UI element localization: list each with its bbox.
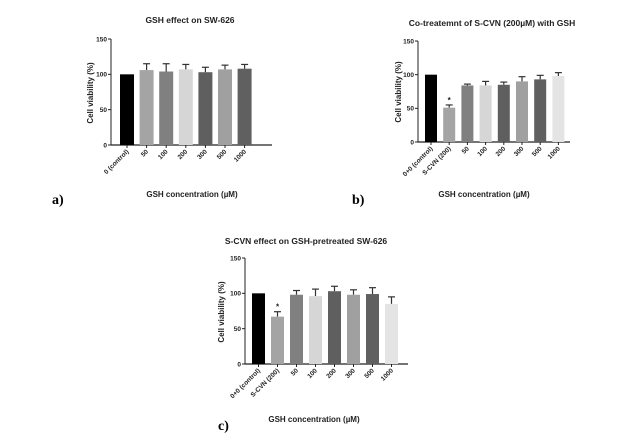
- chart-a-bar: [198, 72, 213, 145]
- chart-b: Co-treatemnt of S-CVN (200µM) with GSH C…: [352, 18, 575, 208]
- chart-a-category-label: 0 (control): [103, 148, 130, 175]
- chart-a-title: GSH effect on SW-626: [145, 15, 234, 25]
- chart-c-category-label: 100: [306, 367, 319, 380]
- chart-b-bar: [425, 74, 437, 142]
- chart-b-bar: [497, 84, 510, 142]
- chart-a-category-label: 300: [196, 148, 209, 161]
- chart-a-bar: [237, 68, 252, 145]
- chart-a-category-label: 50: [140, 148, 150, 158]
- chart-a-category-label: 200: [177, 148, 190, 161]
- chart-b-category-label: 300: [513, 145, 526, 158]
- chart-b-ytick-label: 150: [403, 38, 414, 45]
- chart-c-title: S-CVN effect on GSH-pretreated SW-626: [225, 236, 388, 246]
- chart-a-ytick-label: 150: [96, 36, 107, 43]
- chart-b-title: Co-treatemnt of S-CVN (200µM) with GSH: [409, 18, 575, 28]
- chart-c-bar: [347, 294, 360, 364]
- chart-b-bar: [516, 81, 528, 142]
- chart-a-bar: [139, 70, 154, 145]
- chart-b-bar: [461, 85, 474, 142]
- chart-c-bar: [271, 316, 284, 364]
- chart-c-significance-mark: *: [276, 303, 280, 312]
- chart-a-bar: [218, 69, 232, 145]
- chart-b-ylabel: Cell viability (%): [394, 61, 403, 123]
- chart-a-category-label: 500: [216, 148, 229, 161]
- chart-a: GSH effect on SW-626 Cell viability (%) …: [52, 15, 272, 208]
- chart-b-bar: [443, 107, 456, 142]
- panel-label-b: b): [352, 193, 365, 208]
- chart-c-ytick-label: 150: [230, 255, 241, 262]
- chart-c-ytick-label: 0: [237, 361, 241, 368]
- chart-c-bar: [290, 294, 303, 364]
- chart-c-bar: [328, 291, 341, 364]
- chart-a-ytick-label: 0: [103, 142, 107, 149]
- chart-c-xlabel: GSH concentration (µM): [268, 415, 360, 424]
- chart-b-category-label: 50: [461, 145, 471, 155]
- chart-a-ytick-label: 50: [100, 107, 108, 114]
- chart-c-bar: [252, 293, 265, 364]
- chart-b-ytick-label: 0: [410, 139, 414, 146]
- chart-c-category-label: 500: [363, 367, 376, 380]
- chart-a-ylabel: Cell viability (%): [86, 62, 95, 124]
- chart-b-category-label: 500: [531, 145, 544, 158]
- chart-a-category-label: 1000: [233, 148, 248, 163]
- chart-c-category-label: 50: [290, 367, 300, 377]
- chart-b-ytick-label: 100: [403, 72, 414, 79]
- chart-c-category-label: 200: [325, 367, 338, 380]
- chart-b-bar: [479, 85, 492, 142]
- chart-a-xlabel: GSH concentration (µM): [146, 190, 238, 199]
- chart-a-bar: [120, 74, 134, 145]
- chart-b-bar: [534, 79, 547, 142]
- chart-a-ytick-label: 100: [96, 72, 107, 79]
- chart-b-category-label: 200: [495, 145, 508, 158]
- chart-b-ytick-label: 50: [407, 106, 415, 113]
- panel-label-a: a): [52, 193, 64, 208]
- chart-a-bar: [178, 69, 193, 145]
- chart-c-bar: [385, 303, 398, 364]
- chart-a-category-label: 100: [157, 148, 170, 161]
- chart-a-bar: [159, 71, 174, 145]
- chart-b-significance-mark: *: [448, 96, 452, 105]
- chart-b-xlabel: GSH concentration (µM): [438, 190, 530, 199]
- chart-c-bar: [366, 294, 379, 364]
- chart-c-category-label: 300: [344, 367, 357, 380]
- chart-c-category-label: 1000: [380, 367, 395, 382]
- chart-c: S-CVN effect on GSH-pretreated SW-626 Ce…: [217, 236, 408, 434]
- chart-b-bar: [552, 76, 565, 142]
- chart-c-ytick-label: 50: [234, 326, 242, 333]
- chart-c-ylabel: Cell viability (%): [217, 281, 226, 343]
- chart-c-bar: [309, 296, 322, 364]
- chart-b-category-label: 1000: [547, 145, 562, 160]
- chart-c-ytick-label: 100: [230, 291, 241, 298]
- chart-b-category-label: 100: [476, 145, 489, 158]
- panel-label-c: c): [218, 419, 229, 434]
